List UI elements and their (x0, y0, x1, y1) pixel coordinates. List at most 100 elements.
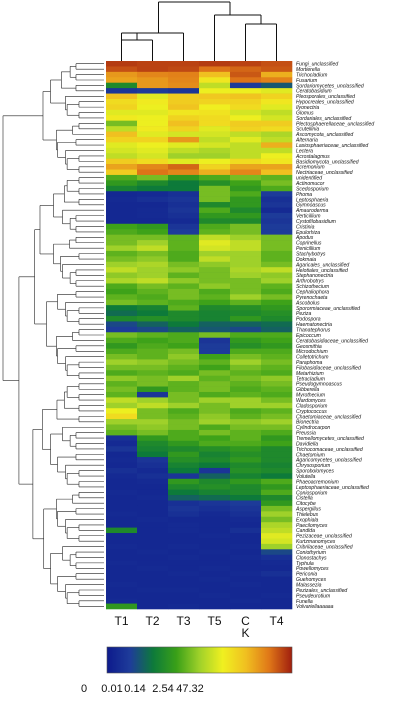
heatmap-cell (230, 554, 262, 561)
row-label: Actinomucor (295, 181, 325, 187)
heatmap-cell (199, 381, 231, 387)
heatmap-cell (106, 516, 138, 523)
heatmap-cell (106, 511, 138, 518)
heatmap-cell (137, 245, 169, 252)
heatmap-cell (199, 549, 231, 556)
heatmap-cell (106, 223, 138, 230)
heatmap-cell (106, 126, 138, 132)
heatmap-cell (261, 61, 293, 67)
heatmap-cell (168, 348, 200, 355)
heatmap-cell (137, 332, 169, 339)
heatmap-cell (199, 218, 231, 225)
heatmap-cell (199, 516, 231, 523)
heatmap-cell (230, 516, 262, 523)
row-label: Ilyonectria (296, 105, 319, 111)
heatmap-cell (199, 207, 231, 214)
heatmap-cell (261, 386, 293, 393)
heatmap-cell (199, 391, 231, 398)
row-label: Volvariellaaaaaa (296, 604, 334, 610)
heatmap-cell (137, 229, 169, 235)
heatmap-cell (106, 256, 138, 263)
column-label: T3 (176, 614, 190, 628)
heatmap-cell (106, 332, 138, 339)
heatmap-cell (199, 598, 231, 604)
heatmap-cell (261, 446, 293, 452)
heatmap-cell (261, 158, 293, 165)
heatmap-cell (199, 61, 231, 67)
column-labels: T1 T2 T3 T5 CK T4 (114, 614, 283, 640)
heatmap-cell (230, 158, 262, 165)
heatmap-cell (199, 120, 231, 127)
heatmap-cell (230, 462, 262, 469)
heatmap-cell (199, 429, 231, 436)
row-label: Sporormiaceae_unclassified (296, 306, 360, 312)
heatmap-cell (106, 489, 138, 496)
heatmap-cell (168, 484, 200, 490)
heatmap-cell (168, 516, 200, 523)
row-label: Paecilomyces (296, 523, 328, 529)
heatmap-cell (230, 603, 262, 610)
heatmap-cell (106, 413, 138, 420)
row-label: Schizothecium (296, 284, 329, 290)
heatmap-cell (261, 419, 293, 425)
heatmap-cell (199, 457, 231, 463)
heatmap-cell (106, 212, 138, 219)
heatmap-cell (106, 142, 138, 149)
heatmap-cell (168, 381, 200, 387)
heatmap-cell (137, 142, 169, 149)
heatmap-cell (261, 207, 293, 214)
heatmap-cell (230, 278, 262, 284)
heatmap-cell (230, 250, 262, 257)
heatmap-cell (230, 484, 262, 490)
heatmap-cell (168, 592, 200, 599)
heatmap-cell (106, 93, 138, 100)
row-label: Leptosphaeria (296, 197, 328, 203)
heatmap-cell (199, 126, 231, 132)
heatmap-cell (137, 267, 169, 273)
row-label: Trichocomaceae_unclassified (296, 447, 363, 453)
row-label: Cristinia (296, 224, 315, 230)
row-label: Mortierella (296, 67, 320, 73)
heatmap-cell (137, 88, 169, 94)
heatmap-cell (230, 218, 262, 225)
heatmap-cell (106, 549, 138, 556)
heatmap-cell (137, 147, 169, 154)
heatmap-cell (168, 223, 200, 230)
heatmap-cell (261, 332, 293, 339)
heatmap-cell (261, 375, 293, 382)
heatmap-cell (230, 305, 262, 311)
heatmap-cell (199, 451, 231, 458)
heatmap-cell (106, 164, 138, 170)
heatmap-cell (199, 446, 231, 452)
row-label: Scedosporium (296, 186, 329, 192)
heatmap-cell (230, 245, 262, 252)
heatmap-cell (261, 202, 293, 208)
heatmap-cell (137, 538, 169, 545)
heatmap-cell (199, 484, 231, 490)
heatmap-cell (261, 500, 293, 507)
heatmap-cell (199, 375, 231, 382)
heatmap-cell (199, 272, 231, 279)
heatmap-cell (261, 364, 293, 371)
heatmap-cell (261, 473, 293, 480)
heatmap-cell (261, 98, 293, 105)
heatmap-cell (168, 435, 200, 442)
heatmap-cell (137, 429, 169, 436)
heatmap-cell (230, 397, 262, 404)
heatmap-cell (199, 332, 231, 339)
heatmap-cell (168, 343, 200, 349)
heatmap-cell (199, 294, 231, 301)
heatmap-cell (168, 446, 200, 452)
heatmap-cell (106, 98, 138, 105)
heatmap-cell (106, 158, 138, 165)
heatmap-cell (168, 386, 200, 393)
row-label: Coniothyrium (296, 550, 326, 556)
heatmap-cell (168, 180, 200, 187)
row-label: Penicillium (296, 246, 320, 252)
heatmap-cell (261, 278, 293, 284)
row-label: Hypocreales_unclassified (296, 100, 354, 106)
heatmap-cell (261, 451, 293, 458)
heatmap-cell (261, 283, 293, 290)
heatmap-cell (106, 185, 138, 192)
heatmap-cell (230, 587, 262, 594)
